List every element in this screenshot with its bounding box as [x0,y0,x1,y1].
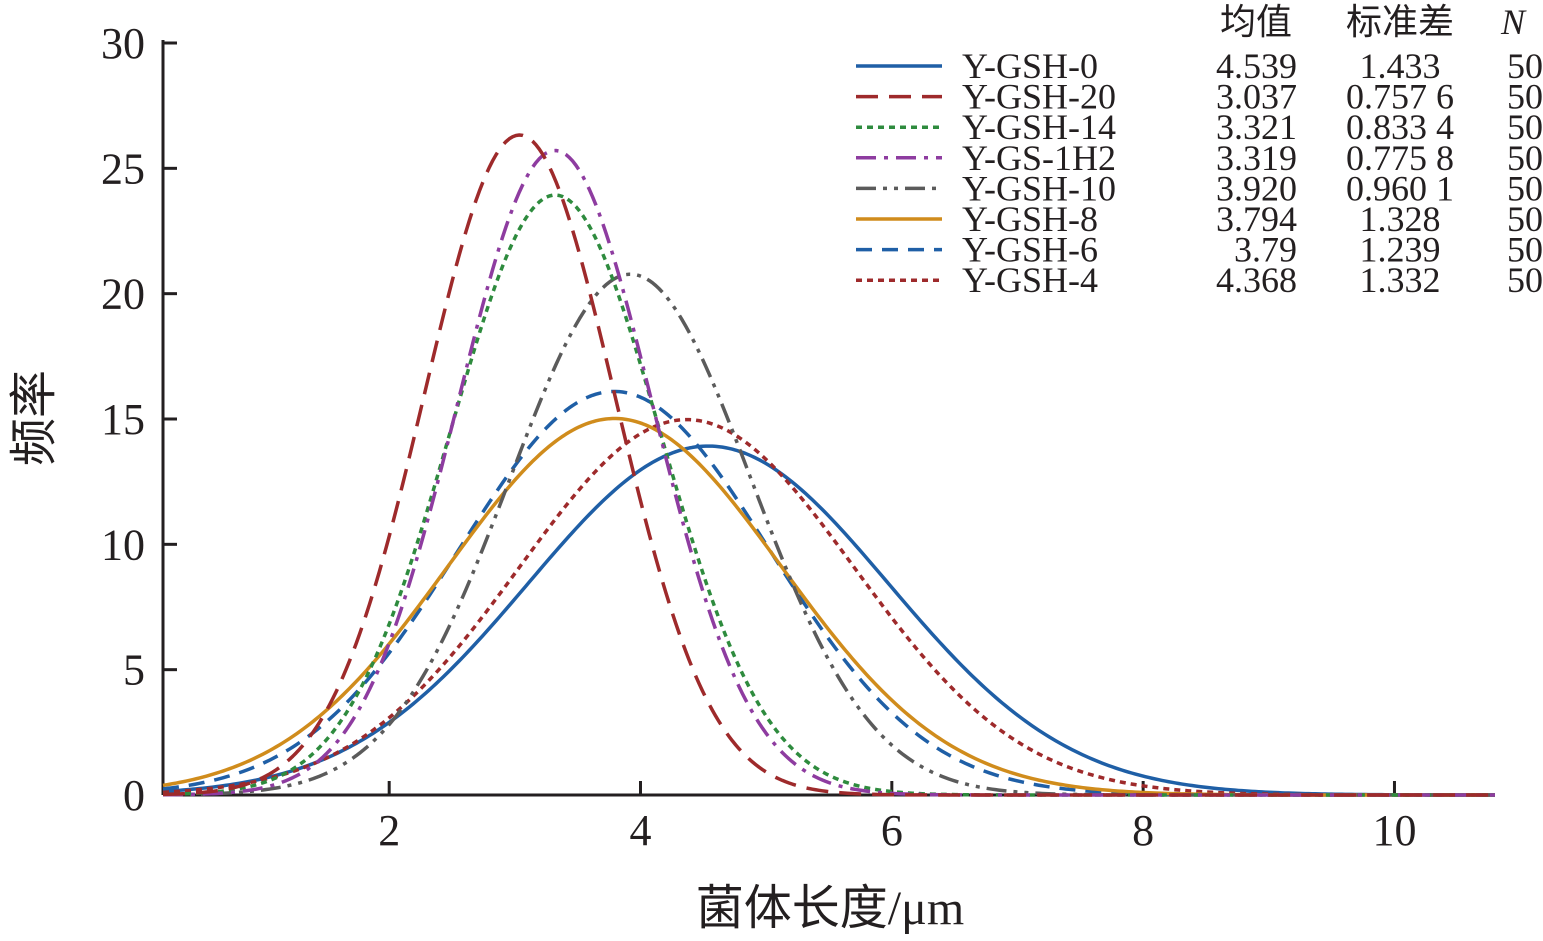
legend-mean-value: 3.920 [1216,168,1297,208]
legend-row: Y-GSH-20 3.037 0.757 6 50 [856,77,1543,117]
legend-mean-value: 4.539 [1216,46,1297,86]
x-tick-label: 10 [1372,806,1416,855]
legend-series-name: Y-GS-1H2 [962,138,1116,178]
legend-series-name: Y-GSH-4 [962,260,1098,300]
y-tick-label: 25 [101,144,145,193]
legend-mean-value: 3.794 [1216,199,1297,239]
y-tick-label: 0 [123,771,145,820]
legend-header-mean: 均值 [1220,2,1292,42]
legend-n-value: 50 [1507,107,1543,147]
legend-n-value: 50 [1507,230,1543,270]
x-tick-label: 2 [378,806,400,855]
legend-std-value: 1.328 [1360,199,1441,239]
legend-n-value: 50 [1507,260,1543,300]
y-tick-label: 5 [123,646,145,695]
legend-std-value: 1.239 [1360,230,1441,270]
legend-row: Y-GSH-10 3.920 0.960 1 50 [856,168,1543,208]
series-line-y-gsh-20 [162,133,1495,797]
legend-mean-value: 3.321 [1216,107,1297,147]
x-axis-title: 菌体长度/μm [696,882,964,935]
legend-std-value: 0.775 8 [1346,138,1454,178]
legend-header-std: 标准差 [1346,2,1454,42]
legend-row: Y-GS-1H2 3.319 0.775 8 50 [856,138,1543,178]
legend-n-value: 50 [1507,46,1543,86]
legend-std-value: 1.433 [1360,46,1441,86]
legend-header-n: N [1500,2,1527,42]
legend-series-name: Y-GSH-0 [962,46,1098,86]
legend-series-name: Y-GSH-20 [962,77,1116,117]
legend: 均值 标准差 N Y-GSH-0 4.539 1.433 50 Y-GSH-20 3.03… [856,2,1543,300]
x-tick-label: 6 [881,806,903,855]
legend-series-name: Y-GSH-14 [962,107,1116,147]
legend-series-name: Y-GSH-8 [962,199,1098,239]
series-line-y-gsh-0 [162,444,1496,797]
legend-row: Y-GSH-0 4.539 1.433 50 [856,46,1543,86]
legend-series-name: Y-GSH-6 [962,230,1098,270]
legend-std-value: 0.960 1 [1346,168,1454,208]
y-tick-label: 20 [101,270,145,319]
legend-n-value: 50 [1507,77,1543,117]
x-tick-label: 4 [630,806,652,855]
legend-mean-value: 3.79 [1234,230,1297,270]
series-line-y-gs-1h2 [162,148,1495,797]
curves [162,133,1496,797]
legend-n-value: 50 [1507,168,1543,208]
legend-std-value: 1.332 [1360,260,1441,300]
legend-row: Y-GSH-4 4.368 1.332 50 [856,260,1543,300]
legend-mean-value: 3.037 [1216,77,1297,117]
legend-row: Y-GSH-6 3.79 1.239 50 [856,230,1543,270]
axes: 0 5 10 15 20 25 30 2 4 6 8 10 [101,19,1495,855]
y-axis-title: 频率 [8,370,61,466]
legend-rows: Y-GSH-0 4.539 1.433 50 Y-GSH-20 3.037 0.757 6 5… [856,46,1543,300]
legend-n-value: 50 [1507,199,1543,239]
series-line-y-gsh-6 [162,389,1495,797]
legend-mean-value: 4.368 [1216,260,1297,300]
legend-row: Y-GSH-14 3.321 0.833 4 50 [856,107,1543,147]
series-line-y-gsh-4 [162,417,1495,797]
legend-std-value: 0.757 6 [1346,77,1454,117]
legend-std-value: 0.833 4 [1346,107,1454,147]
y-tick-label: 15 [101,395,145,444]
y-tick-label: 30 [101,19,145,68]
legend-row: Y-GSH-8 3.794 1.328 50 [856,199,1543,239]
legend-series-name: Y-GSH-10 [962,168,1116,208]
x-tick-label: 8 [1132,806,1154,855]
legend-mean-value: 3.319 [1216,138,1297,178]
legend-n-value: 50 [1507,138,1543,178]
y-tick-label: 10 [101,520,145,569]
